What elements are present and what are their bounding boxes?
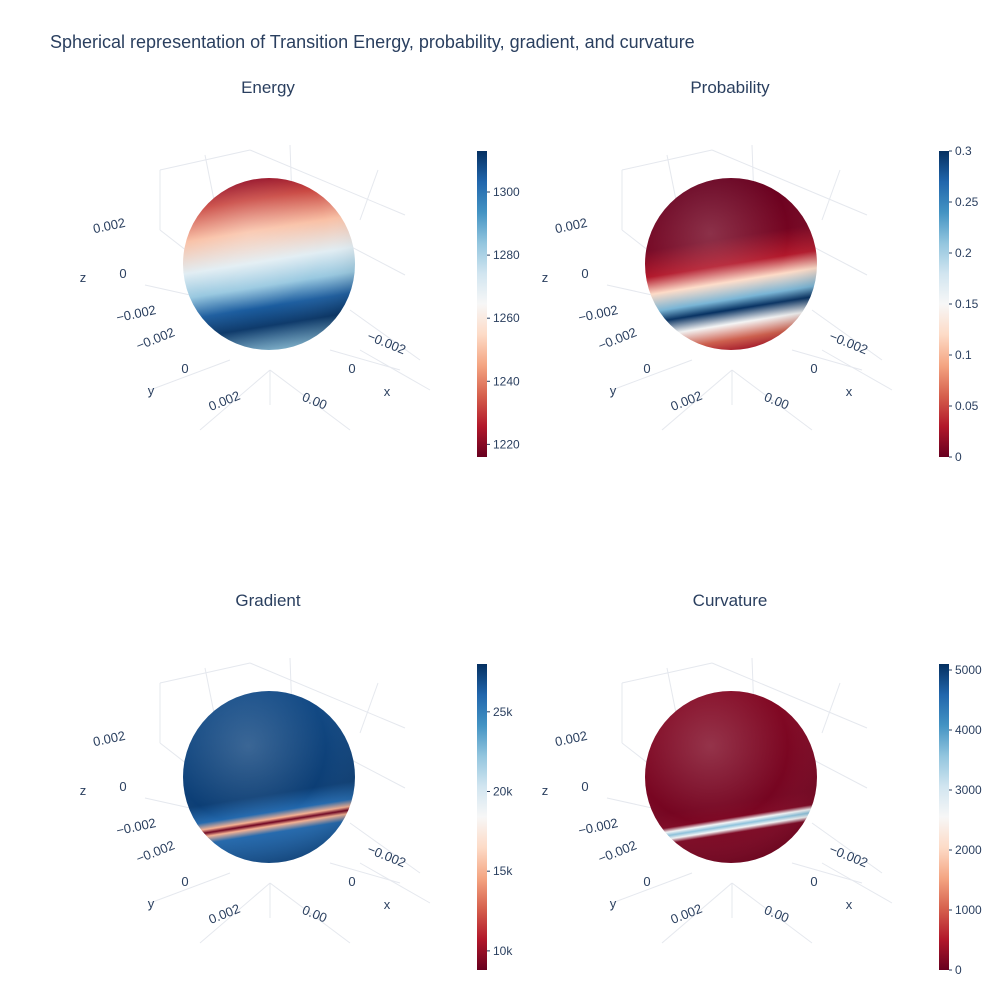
sphere-shading bbox=[183, 178, 355, 350]
colorbar-tick-label: 1000 bbox=[955, 903, 982, 917]
colorbar-tick-label: 1220 bbox=[493, 437, 520, 451]
colorbar-tick-label: 3000 bbox=[955, 783, 982, 797]
x-tick-label: 0 bbox=[348, 874, 355, 889]
x-tick-label: −0.002 bbox=[827, 841, 870, 870]
colorbar-tick-label: 0.2 bbox=[955, 246, 972, 260]
colorbar-tick-label: 0.1 bbox=[955, 348, 972, 362]
y-tick-label: 0.002 bbox=[668, 388, 704, 414]
subplot-title: Probability bbox=[690, 78, 770, 97]
y-tick-label: 0 bbox=[181, 874, 188, 889]
z-tick-label: 0 bbox=[581, 266, 588, 281]
y-tick-label: −0.002 bbox=[134, 837, 177, 866]
x-tick-label: 0.00 bbox=[762, 902, 791, 925]
z-tick-label: 0.002 bbox=[554, 728, 589, 749]
colorbar bbox=[477, 664, 487, 970]
z-tick-label: 0.002 bbox=[92, 215, 127, 236]
y-axis-label: y bbox=[148, 896, 155, 911]
y-tick-label: 0.002 bbox=[206, 901, 242, 927]
colorbar-tick-label: 0 bbox=[955, 963, 962, 977]
x-axis-label: x bbox=[384, 384, 391, 399]
colorbar-tick-label: 0.3 bbox=[955, 144, 972, 158]
z-axis-label: z bbox=[542, 783, 549, 798]
surface-plot-1[interactable]: 0.002 0 −0.002 z −0.002 0 0.002 y −0.002 0 0.00 x 0 0… bbox=[462, 60, 1000, 480]
y-tick-label: −0.002 bbox=[596, 324, 639, 353]
z-tick-label: 0 bbox=[581, 779, 588, 794]
colorbar-tick-label: 20k bbox=[493, 785, 513, 799]
x-tick-label: 0.00 bbox=[300, 389, 329, 412]
colorbar-tick-label: 0 bbox=[955, 450, 962, 464]
y-tick-label: 0 bbox=[643, 361, 650, 376]
scene-gridlines bbox=[144, 657, 431, 944]
sphere-shading bbox=[645, 178, 817, 350]
subplot-title: Energy bbox=[241, 78, 295, 97]
x-axis-label: x bbox=[384, 897, 391, 912]
colorbar-tick-label: 0.05 bbox=[955, 399, 979, 413]
x-axis-label: x bbox=[846, 384, 853, 399]
y-tick-label: 0.002 bbox=[206, 388, 242, 414]
x-tick-label: −0.002 bbox=[827, 328, 870, 357]
colorbar-tick-label: 25k bbox=[493, 705, 513, 719]
x-tick-label: 0.00 bbox=[300, 902, 329, 925]
y-axis-label: y bbox=[610, 896, 617, 911]
y-tick-label: 0 bbox=[643, 874, 650, 889]
z-tick-label: −0.002 bbox=[577, 815, 619, 838]
y-axis-label: y bbox=[610, 383, 617, 398]
y-axis-label: y bbox=[148, 383, 155, 398]
colorbar-tick-label: 5000 bbox=[955, 663, 982, 677]
subplot-title: Curvature bbox=[692, 591, 768, 610]
y-tick-label: 0 bbox=[181, 361, 188, 376]
colorbar-tick-label: 10k bbox=[493, 944, 513, 958]
colorbar-tick-label: 0.15 bbox=[955, 297, 979, 311]
sphere-shading bbox=[645, 691, 817, 863]
z-tick-label: −0.002 bbox=[115, 302, 157, 325]
colorbar bbox=[939, 151, 949, 457]
z-tick-label: −0.002 bbox=[115, 815, 157, 838]
scene-gridlines bbox=[144, 144, 431, 431]
z-axis-label: z bbox=[542, 270, 549, 285]
colorbar-tick-label: 2000 bbox=[955, 843, 982, 857]
colorbar-tick-label: 15k bbox=[493, 864, 513, 878]
colorbar-tick-label: 1240 bbox=[493, 374, 520, 388]
z-axis-label: z bbox=[80, 270, 87, 285]
figure-title: Spherical representation of Transition E… bbox=[50, 32, 695, 52]
x-tick-label: 0 bbox=[810, 874, 817, 889]
sphere-shading bbox=[183, 691, 355, 863]
x-tick-label: 0.00 bbox=[762, 389, 791, 412]
colorbar-tick-label: 1300 bbox=[493, 185, 520, 199]
surface-plot-3[interactable]: 0.002 0 −0.002 z −0.002 0 0.002 y −0.002 0 0.00 x 0 1… bbox=[462, 573, 1000, 993]
colorbar bbox=[477, 151, 487, 457]
z-tick-label: 0 bbox=[119, 266, 126, 281]
x-axis-label: x bbox=[846, 897, 853, 912]
z-tick-label: 0.002 bbox=[92, 728, 127, 749]
y-tick-label: 0.002 bbox=[668, 901, 704, 927]
y-tick-label: −0.002 bbox=[596, 837, 639, 866]
surface-plot-2[interactable]: 0.002 0 −0.002 z −0.002 0 0.002 y −0.002 0 0.00 x 10… bbox=[0, 573, 540, 993]
surface-plot-0[interactable]: 0.002 0 −0.002 z −0.002 0 0.002 y −0.002 0 0.00 x 12… bbox=[0, 60, 540, 480]
colorbar-tick-label: 1260 bbox=[493, 311, 520, 325]
colorbar-tick-label: 0.25 bbox=[955, 195, 979, 209]
colorbar-tick-label: 1280 bbox=[493, 248, 520, 262]
x-tick-label: 0 bbox=[348, 361, 355, 376]
x-tick-label: −0.002 bbox=[365, 841, 408, 870]
colorbar-tick-label: 4000 bbox=[955, 723, 982, 737]
y-tick-label: −0.002 bbox=[134, 324, 177, 353]
z-tick-label: 0.002 bbox=[554, 215, 589, 236]
z-axis-label: z bbox=[80, 783, 87, 798]
x-tick-label: 0 bbox=[810, 361, 817, 376]
scene-gridlines bbox=[606, 144, 893, 431]
x-tick-label: −0.002 bbox=[365, 328, 408, 357]
subplot-title: Gradient bbox=[235, 591, 301, 610]
z-tick-label: 0 bbox=[119, 779, 126, 794]
colorbar bbox=[939, 664, 949, 970]
z-tick-label: −0.002 bbox=[577, 302, 619, 325]
